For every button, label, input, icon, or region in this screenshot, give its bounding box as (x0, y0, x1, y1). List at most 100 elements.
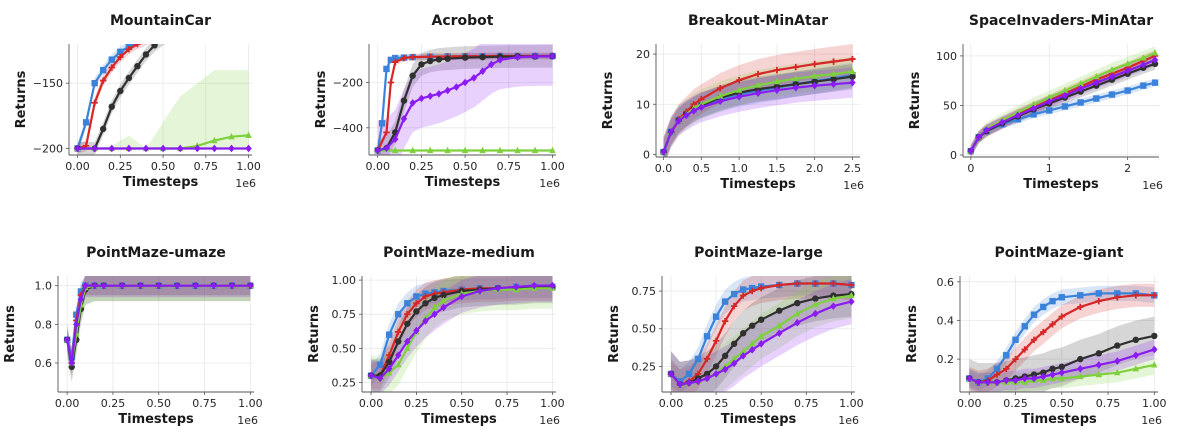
data-point-black (413, 308, 420, 315)
data-point-purple (549, 52, 556, 61)
data-point-red (776, 281, 783, 289)
data-point-blue (1021, 323, 1028, 330)
data-point-black (125, 74, 133, 82)
data-point-purple (1077, 365, 1084, 373)
x-tick-label: 0.00 (55, 397, 80, 410)
data-point-purple (1049, 370, 1056, 379)
series-line-red (77, 44, 141, 150)
data-point-purple (395, 351, 402, 359)
data-point-purple (1021, 374, 1028, 383)
data-point-blue (245, 28, 251, 34)
x-axis-label: Timesteps (421, 412, 497, 427)
data-point-purple (470, 74, 478, 82)
x-tick-label: 0 (967, 162, 974, 175)
x-tick-label: 0.50 (453, 160, 478, 173)
data-point-red (1151, 292, 1158, 299)
data-point-purple (514, 53, 521, 61)
data-point-green (392, 146, 399, 154)
data-point-red (1021, 346, 1028, 353)
data-point-green (531, 146, 539, 154)
data-point-purple (676, 380, 684, 389)
data-point-black (409, 72, 416, 79)
series-line-purple (670, 300, 852, 386)
confidence-band-black (970, 57, 1156, 157)
data-point-purple (173, 281, 181, 290)
x-tick-label: 1.00 (540, 397, 565, 410)
x-tick-label: 0.25 (101, 397, 126, 410)
x-tick-label: 0.25 (1003, 397, 1028, 410)
data-point-green (811, 72, 818, 79)
x-axis-label: Timesteps (1021, 412, 1097, 427)
x-axis-label: Timesteps (425, 175, 501, 190)
data-point-green (1124, 60, 1131, 67)
x-tick-label: 0.50 (749, 397, 774, 410)
data-point-green (1046, 93, 1053, 101)
chart-title: Acrobot (432, 13, 494, 29)
data-point-purple (993, 378, 1001, 387)
series-line-red (670, 282, 852, 386)
data-point-green (1108, 65, 1116, 73)
data-point-blue (151, 34, 157, 40)
data-point-green (1077, 372, 1084, 380)
x-tick-label: 0.0 (655, 162, 673, 175)
data-point-blue (1151, 79, 1159, 86)
data-point-black (422, 300, 429, 307)
data-point-red (993, 371, 1001, 378)
data-point-green (461, 146, 469, 154)
data-point-black (712, 363, 720, 370)
data-point-black (812, 295, 819, 302)
data-point-purple (100, 281, 107, 290)
data-point-red (830, 58, 837, 65)
y-axis-label: Returns (14, 70, 29, 128)
x-tick-label: 0.00 (359, 397, 384, 410)
data-point-blue (376, 361, 384, 368)
data-point-green (1061, 86, 1069, 94)
data-point-purple (142, 144, 150, 153)
data-point-purple (531, 281, 538, 290)
data-point-blue (387, 56, 395, 64)
data-point-blue (378, 120, 386, 127)
x-tick-label: 1.00 (540, 160, 565, 173)
data-point-red (1114, 294, 1121, 301)
x-tick-label: 0.25 (704, 397, 729, 410)
data-point-purple (975, 378, 982, 387)
data-point-green (1030, 100, 1037, 108)
y-axis-label: Returns (314, 70, 329, 128)
x-tick-label: 0.75 (794, 397, 819, 410)
data-point-purple (74, 144, 81, 153)
data-point-black (245, 26, 251, 32)
data-point-green (479, 146, 486, 154)
data-point-red (117, 53, 124, 61)
chart-panel: 0.0 0.5 1.0 1.5 2.0 2.5 0 10 20 Breakout-MinAtar T… (601, 13, 864, 192)
y-tick-label: 20 (636, 48, 650, 61)
data-point-red (143, 37, 149, 43)
data-point-blue (1140, 82, 1147, 89)
data-point-purple (1140, 61, 1147, 69)
data-point-black (160, 36, 166, 42)
x-tick-label: 0.00 (365, 160, 390, 173)
data-point-red (413, 300, 420, 307)
data-point-purple (426, 92, 434, 100)
x-tick-label: 1 (1046, 162, 1053, 175)
y-axis-label: Returns (908, 71, 923, 129)
data-point-purple (1095, 361, 1102, 369)
data-point-blue (211, 28, 217, 34)
y-tick-label: 0.8 (35, 318, 53, 331)
data-point-black (758, 316, 765, 323)
data-point-black (404, 320, 411, 327)
data-point-red (160, 30, 166, 36)
data-point-purple (698, 103, 705, 112)
chart-title: Breakout-MinAtar (688, 13, 828, 29)
data-point-blue (993, 365, 1001, 372)
data-point-black (435, 56, 443, 63)
data-point-black (108, 103, 115, 110)
x-axis-multiplier: 1e6 (843, 179, 864, 192)
data-point-purple (1124, 66, 1131, 75)
data-point-purple (1077, 84, 1084, 93)
data-point-green (849, 67, 856, 75)
data-point-green (1093, 72, 1100, 80)
data-point-green (754, 81, 762, 88)
data-point-green (496, 146, 504, 154)
x-tick-label: 0.00 (957, 397, 982, 410)
y-axis-label: Returns (3, 305, 18, 363)
